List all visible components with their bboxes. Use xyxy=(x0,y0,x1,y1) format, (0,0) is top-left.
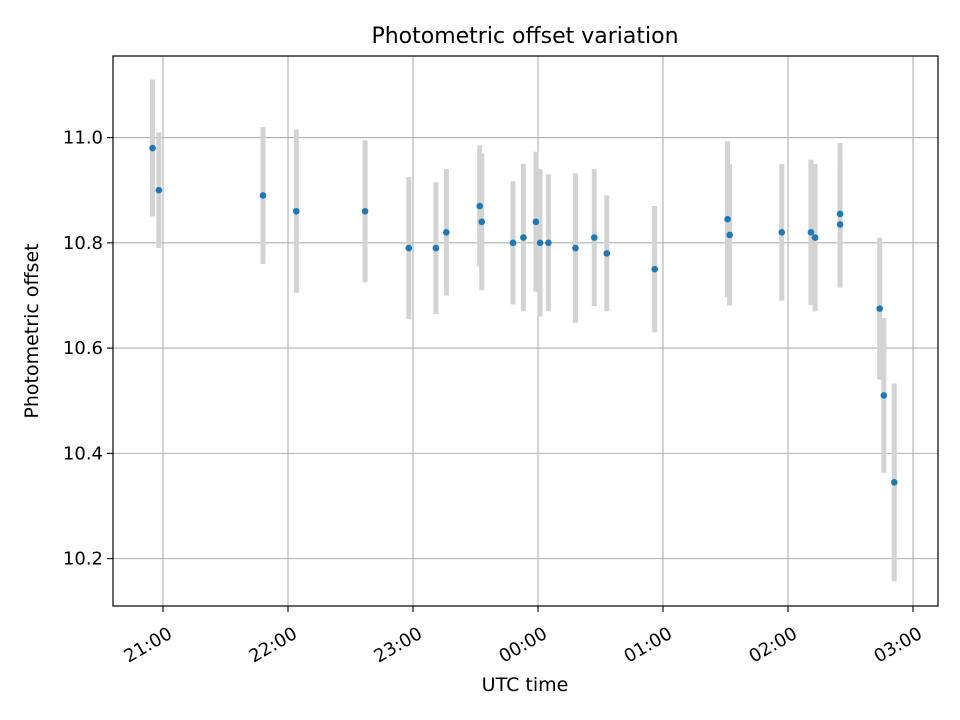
data-point xyxy=(149,144,156,152)
data-point xyxy=(778,229,786,236)
data-point xyxy=(890,479,898,486)
data-point xyxy=(432,244,440,252)
data-point xyxy=(545,239,552,247)
y-tick-label: 11.0 xyxy=(63,128,103,149)
data-point xyxy=(836,210,844,218)
chart-title: Photometric offset variation xyxy=(371,24,678,49)
y-tick-label: 10.2 xyxy=(63,549,103,570)
data-point xyxy=(590,234,598,241)
data-point xyxy=(259,192,267,199)
data-point xyxy=(807,229,815,236)
data-point xyxy=(532,218,540,226)
y-axis-ticks: 10.2 10.4 10.6 10.8 11.0 xyxy=(63,128,113,570)
data-point xyxy=(876,305,883,312)
data-point xyxy=(476,202,483,210)
data-point xyxy=(520,234,527,241)
data-point xyxy=(603,250,611,257)
plot-area xyxy=(113,56,938,606)
data-point xyxy=(405,244,413,252)
data-point xyxy=(478,218,486,226)
data-point xyxy=(509,239,517,247)
x-axis-label: UTC time xyxy=(482,674,569,696)
data-point xyxy=(361,207,369,215)
y-tick-label: 10.4 xyxy=(63,443,103,464)
y-tick-label: 10.8 xyxy=(63,233,103,254)
data-point xyxy=(836,221,844,228)
data-point xyxy=(880,392,888,399)
data-point xyxy=(155,186,163,194)
data-point xyxy=(726,231,733,239)
plot-frame xyxy=(112,55,939,607)
y-axis-label: Photometric offset xyxy=(21,243,43,418)
data-point xyxy=(651,265,658,273)
y-tick-label: 10.6 xyxy=(63,338,103,359)
data-point xyxy=(443,229,450,236)
data-point xyxy=(293,207,300,215)
data-points xyxy=(149,144,898,486)
data-point xyxy=(724,215,731,223)
data-point xyxy=(536,239,544,247)
data-point xyxy=(811,234,819,241)
data-point xyxy=(572,244,579,252)
